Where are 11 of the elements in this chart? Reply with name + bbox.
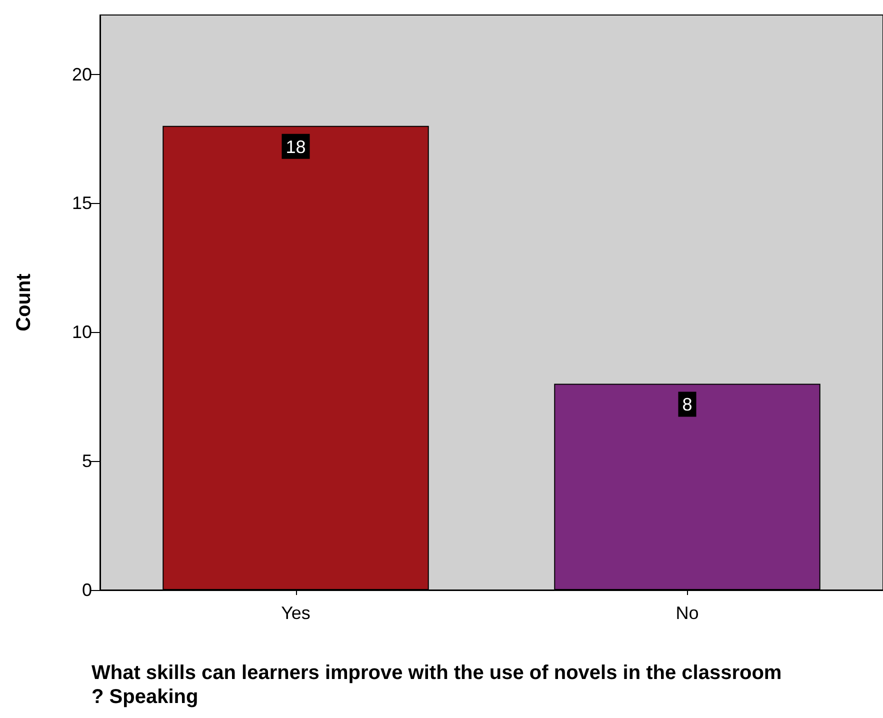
data-label: 18 — [286, 136, 306, 157]
y-axis-title: Count — [13, 273, 35, 332]
x-tick-label: Yes — [281, 603, 310, 623]
y-tick-label: 20 — [72, 64, 92, 84]
data-label: 8 — [682, 394, 692, 415]
y-tick-label: 0 — [82, 580, 92, 600]
y-tick-label: 5 — [82, 451, 92, 472]
x-axis-title: What skills can learners improve with the use of novels in the classroom? Speaking — [92, 662, 782, 708]
x-tick-label: No — [676, 603, 699, 623]
y-tick-label: 15 — [72, 193, 92, 214]
y-tick-label: 10 — [72, 322, 92, 342]
